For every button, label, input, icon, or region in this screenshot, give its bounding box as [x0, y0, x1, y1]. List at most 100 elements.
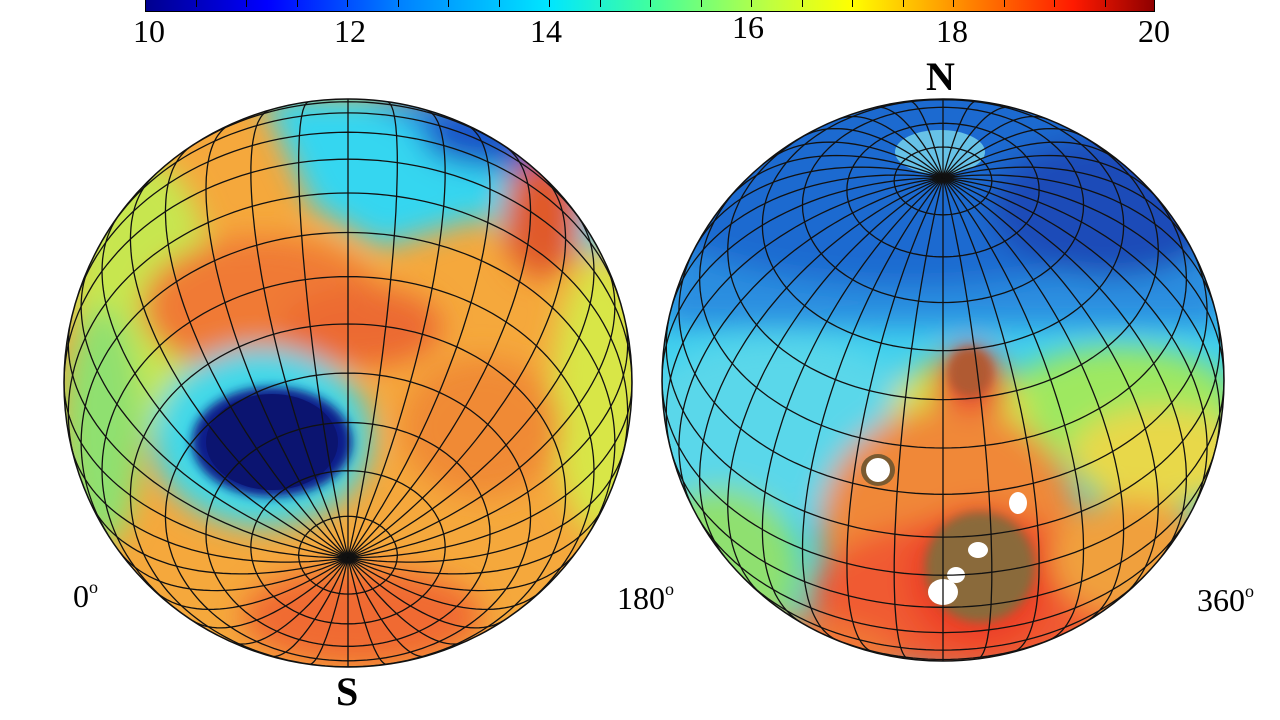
graticule-line [740, 575, 1146, 651]
graticule-line [942, 100, 977, 179]
graticule-line [697, 517, 1189, 634]
colorbar-tick [498, 0, 500, 7]
colorbar-tick [953, 0, 954, 7]
graticule-line [662, 379, 1224, 576]
colorbar-tick-label: 14 [530, 13, 562, 49]
graticule-line [804, 127, 944, 179]
graticule-line [694, 166, 944, 249]
graticule-line [101, 217, 349, 559]
graticule-line [727, 177, 944, 594]
graticule-line [671, 174, 944, 306]
graticule-line [893, 177, 944, 660]
graticule-line [761, 177, 944, 623]
graticule-line [164, 372, 532, 662]
colorbar-tick [549, 0, 550, 7]
graticule-line [347, 557, 504, 629]
colorbar-tick [902, 0, 904, 7]
graticule-line [846, 122, 1040, 258]
graticule-line [347, 101, 398, 558]
graticule-line [761, 99, 1125, 352]
graticule-line [942, 177, 1188, 557]
graticule-line [192, 557, 349, 629]
graticule-line [155, 557, 349, 611]
graticule-line [250, 109, 349, 559]
graticule-line [70, 445, 349, 563]
graticule-line [942, 166, 1192, 249]
graticule-line [698, 188, 1188, 449]
graticule-line [205, 123, 349, 559]
colorbar-tick [801, 0, 803, 7]
graticule-line [942, 154, 1159, 200]
graticule-line [183, 101, 513, 153]
graticule-line [942, 106, 1010, 179]
graticule-line [678, 247, 1208, 495]
graticule-line [347, 557, 387, 665]
longitude-label-180: 180o [617, 579, 674, 616]
graticule-line [129, 176, 349, 559]
colorbar-tick [397, 0, 399, 7]
graticule-line [942, 177, 1125, 623]
colorbar-tick [1054, 0, 1055, 7]
colorbar-tick [296, 0, 298, 7]
graticule-line [727, 154, 944, 200]
colorbar-tick [246, 0, 247, 7]
graticule-line [80, 231, 616, 536]
graticule-line [347, 217, 595, 559]
graticule-line [846, 177, 944, 654]
graticule-line [727, 128, 1159, 401]
graticule-line [942, 177, 1040, 654]
graticule-line [942, 177, 993, 660]
longitude-label-360: 360o [1197, 581, 1254, 618]
colorbar-tick [852, 0, 853, 7]
graticule-line [347, 557, 425, 658]
graticule-line [909, 100, 944, 179]
graticule-line [111, 112, 585, 225]
graticule-line [119, 551, 349, 592]
graticule-line [90, 504, 349, 575]
colorbar-tick-label: 12 [334, 13, 366, 49]
graticule-line [347, 123, 491, 559]
graticule-line [801, 177, 944, 640]
graticule-line [67, 192, 629, 460]
graticule-line [942, 177, 1159, 594]
graticule-line [298, 515, 398, 595]
colorbar-tick-label: 18 [936, 13, 968, 49]
colorbar-tick [700, 0, 702, 7]
graticule-line [347, 445, 626, 563]
colorbar-tick-label: 10 [133, 13, 165, 49]
graticule-line [347, 557, 541, 611]
graticule-line [64, 382, 349, 559]
graticule-line [876, 106, 944, 179]
graticule-line [271, 557, 349, 658]
graticule-line [669, 448, 1217, 608]
graticule-line [893, 146, 993, 216]
graticule-line [80, 266, 349, 559]
colorbar-tick [751, 0, 752, 7]
colorbar-tick [347, 0, 348, 7]
graticule-line [129, 323, 567, 667]
graticule-line [205, 421, 491, 647]
graticule-line [764, 141, 944, 179]
graticule-line [64, 158, 632, 384]
right-globe-graticule [662, 99, 1224, 661]
longitude-label-0: 0o [73, 577, 98, 614]
graticule-line [942, 177, 1085, 640]
graticule-line [347, 382, 632, 559]
left-globe-graticule [64, 99, 632, 667]
graticule-line [942, 127, 1082, 179]
graticule-line [698, 177, 944, 557]
north-pole-label: N [926, 54, 955, 99]
colorbar-tick [599, 0, 601, 7]
graticule-line [347, 504, 606, 575]
south-pole-label: S [336, 669, 359, 714]
graticule-line [347, 557, 464, 645]
graticule-line [347, 551, 577, 592]
colorbar-tick-label: 16 [732, 9, 764, 45]
colorbar-tick-label: 20 [1138, 13, 1170, 49]
graticule-line [298, 101, 349, 558]
colorbar-tick [448, 0, 449, 7]
graticule-line [942, 177, 1224, 381]
graticule-line [347, 109, 446, 559]
graticule-line [347, 266, 616, 559]
colorbar-tick [1104, 0, 1106, 7]
